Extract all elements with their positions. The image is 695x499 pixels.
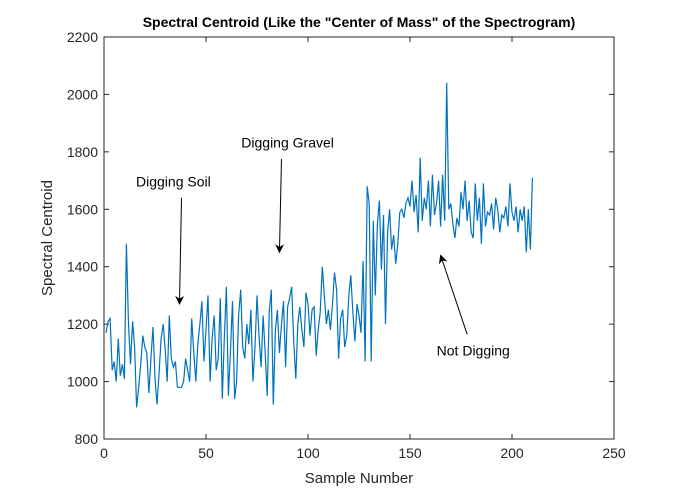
annotation-arrow xyxy=(275,159,285,254)
x-tick-label: 200 xyxy=(500,445,524,461)
x-tick-label: 50 xyxy=(198,445,214,461)
y-tick-label: 1800 xyxy=(67,144,98,160)
annotation-arrow xyxy=(175,197,185,305)
y-tick-label: 1400 xyxy=(67,259,98,275)
x-tick-label: 100 xyxy=(296,445,320,461)
x-tick-label: 0 xyxy=(100,445,108,461)
series-line xyxy=(105,82,533,408)
x-tick-label: 250 xyxy=(602,445,626,461)
annotation-label: Digging Gravel xyxy=(241,135,334,151)
y-tick-label: 2200 xyxy=(67,29,98,45)
y-tick-label: 2000 xyxy=(67,86,98,102)
plot-area xyxy=(103,36,615,440)
y-axis-label: Spectral Centroid xyxy=(39,180,56,296)
y-tick-label: 1000 xyxy=(67,374,98,390)
x-axis-label: Sample Number xyxy=(305,470,413,487)
y-tick-label: 1600 xyxy=(67,201,98,217)
chart-title: Spectral Centroid (Like the "Center of M… xyxy=(143,14,576,30)
y-tick-label: 800 xyxy=(75,431,99,447)
annotation-label: Digging Soil xyxy=(136,173,211,189)
x-tick-label: 150 xyxy=(398,445,422,461)
y-tick-label: 1200 xyxy=(67,316,98,332)
annotation-arrow xyxy=(438,254,468,335)
annotation-label: Not Digging xyxy=(437,343,510,359)
